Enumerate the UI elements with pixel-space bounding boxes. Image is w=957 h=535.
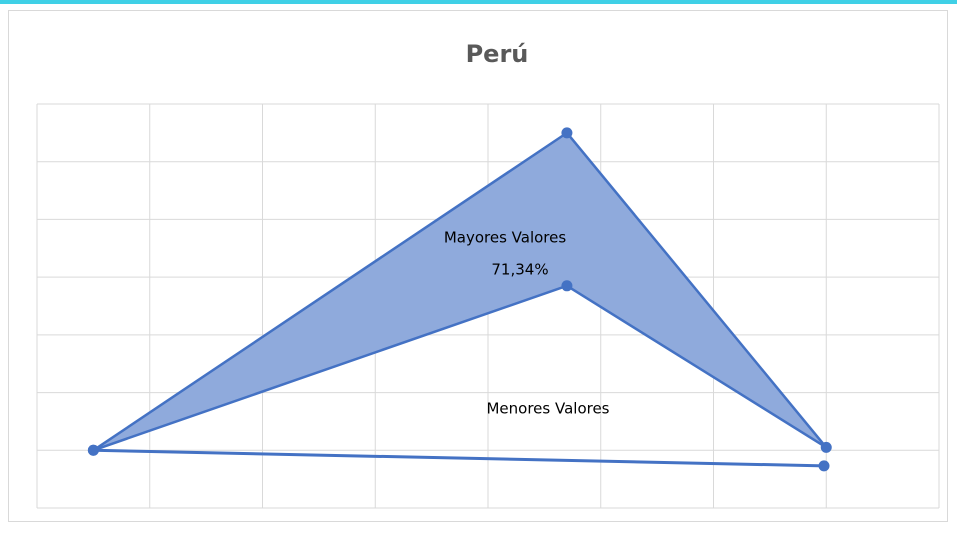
series-label: Menores Valores: [486, 400, 609, 418]
point: [561, 280, 573, 292]
point: [818, 460, 830, 472]
series-label: Mayores Valores: [444, 229, 567, 247]
series-line: [93, 448, 825, 468]
point: [87, 444, 99, 456]
point: [561, 127, 573, 139]
point: [820, 441, 832, 453]
chart-title: Perú: [466, 40, 529, 68]
annotation: 71,34%: [491, 261, 548, 279]
top-bar: [0, 0, 957, 4]
